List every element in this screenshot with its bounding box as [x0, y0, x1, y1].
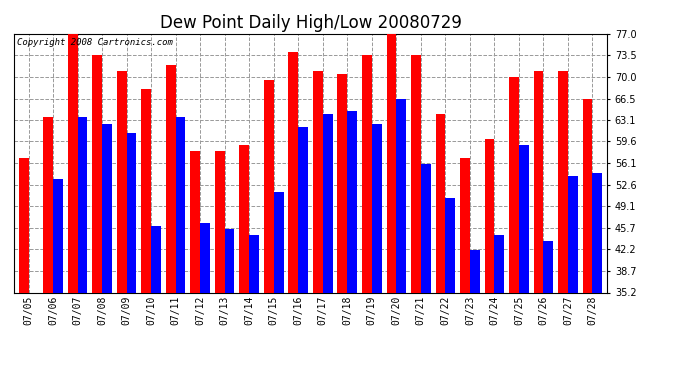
Bar	[288, 53, 298, 292]
Bar	[166, 65, 176, 292]
Bar	[372, 123, 382, 292]
Bar	[151, 226, 161, 292]
Bar	[215, 152, 225, 292]
Title: Dew Point Daily High/Low 20080729: Dew Point Daily High/Low 20080729	[159, 14, 462, 32]
Bar	[460, 158, 470, 292]
Bar	[484, 139, 495, 292]
Bar	[337, 74, 347, 292]
Bar	[582, 99, 593, 292]
Bar	[264, 80, 274, 292]
Bar	[509, 77, 519, 292]
Bar	[558, 71, 568, 292]
Bar	[102, 123, 112, 292]
Bar	[362, 56, 372, 292]
Bar	[411, 56, 421, 292]
Bar	[568, 176, 578, 292]
Bar	[298, 127, 308, 292]
Bar	[495, 235, 504, 292]
Bar	[396, 99, 406, 292]
Bar	[53, 179, 63, 292]
Bar	[19, 158, 28, 292]
Bar	[533, 71, 544, 292]
Bar	[249, 235, 259, 292]
Bar	[313, 71, 323, 292]
Bar	[117, 71, 126, 292]
Bar	[347, 111, 357, 292]
Bar	[225, 229, 235, 292]
Bar	[239, 145, 249, 292]
Bar	[141, 90, 151, 292]
Bar	[435, 114, 445, 292]
Bar	[200, 222, 210, 292]
Bar	[126, 133, 137, 292]
Bar	[519, 145, 529, 292]
Bar	[77, 117, 88, 292]
Text: Copyright 2008 Cartronics.com: Copyright 2008 Cartronics.com	[17, 38, 172, 46]
Bar	[421, 164, 431, 292]
Bar	[544, 241, 553, 292]
Bar	[43, 117, 53, 292]
Bar	[593, 173, 602, 292]
Bar	[274, 192, 284, 292]
Bar	[386, 34, 396, 292]
Bar	[176, 117, 186, 292]
Bar	[470, 251, 480, 292]
Bar	[323, 114, 333, 292]
Bar	[190, 152, 200, 292]
Bar	[92, 56, 102, 292]
Bar	[68, 34, 77, 292]
Bar	[445, 198, 455, 292]
